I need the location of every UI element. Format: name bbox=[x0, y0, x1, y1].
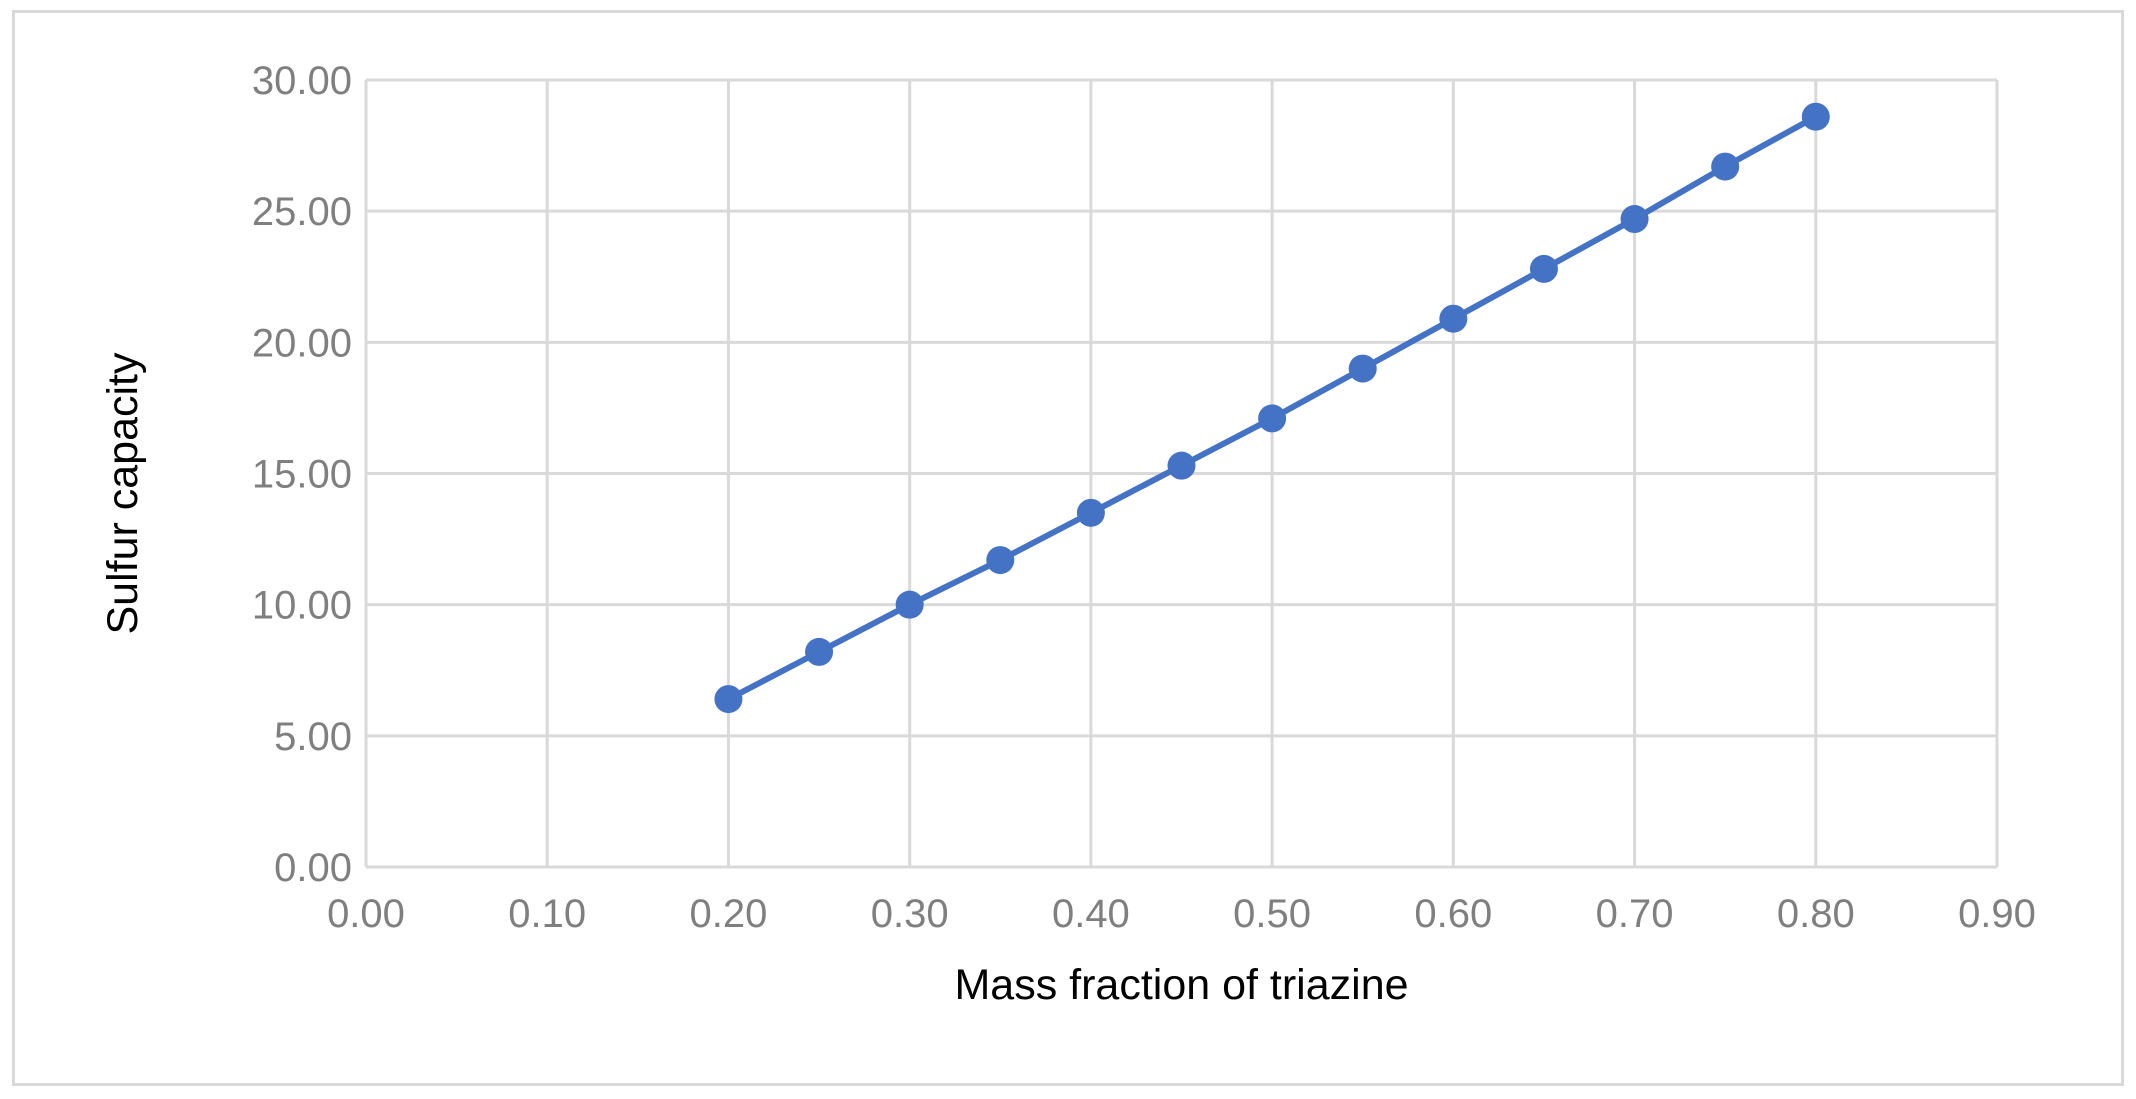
data-point bbox=[805, 637, 834, 666]
y-tick-label: 5.00 bbox=[274, 715, 352, 759]
x-tick-label: 0.60 bbox=[1414, 892, 1492, 936]
y-tick-label: 30.00 bbox=[252, 59, 352, 103]
x-tick-label: 0.20 bbox=[690, 892, 768, 936]
x-tick-label: 0.80 bbox=[1777, 892, 1855, 936]
series-layer bbox=[714, 102, 1830, 714]
x-tick-label: 0.50 bbox=[1233, 892, 1311, 936]
y-tick-label: 25.00 bbox=[252, 190, 352, 234]
data-point bbox=[1620, 205, 1649, 234]
y-tick-labels: 0.00 5.00 10.00 15.00 20.00 25.00 30.00 bbox=[252, 59, 352, 890]
data-point bbox=[1439, 304, 1468, 333]
x-tick-label: 0.30 bbox=[871, 892, 949, 936]
x-tick-label: 0.70 bbox=[1596, 892, 1674, 936]
y-tick-label: 0.00 bbox=[274, 846, 352, 890]
data-point bbox=[1076, 498, 1105, 527]
data-point bbox=[986, 546, 1015, 575]
x-tick-label: 0.40 bbox=[1052, 892, 1130, 936]
y-tick-label: 15.00 bbox=[252, 453, 352, 497]
data-point bbox=[1529, 254, 1558, 283]
y-tick-label: 10.00 bbox=[252, 584, 352, 628]
y-axis-title: Sulfur capacity bbox=[99, 352, 147, 635]
x-tick-label: 0.90 bbox=[1958, 892, 2036, 936]
x-tick-labels: 0.00 0.10 0.20 0.30 0.40 0.50 0.60 0.70 0.80 0.90 bbox=[327, 892, 2036, 936]
x-axis-title: Mass fraction of triazine bbox=[954, 961, 1408, 1009]
data-point bbox=[1167, 451, 1196, 480]
data-point bbox=[895, 590, 924, 619]
data-point bbox=[1348, 354, 1377, 383]
data-point bbox=[714, 685, 743, 714]
y-tick-label: 20.00 bbox=[252, 321, 352, 365]
data-point bbox=[1711, 152, 1740, 181]
x-tick-label: 0.00 bbox=[327, 892, 405, 936]
data-point bbox=[1801, 102, 1830, 131]
data-point bbox=[1258, 404, 1287, 433]
x-tick-label: 0.10 bbox=[508, 892, 586, 936]
y-gridlines bbox=[366, 78, 1997, 869]
chart-frame bbox=[12, 10, 2124, 1086]
